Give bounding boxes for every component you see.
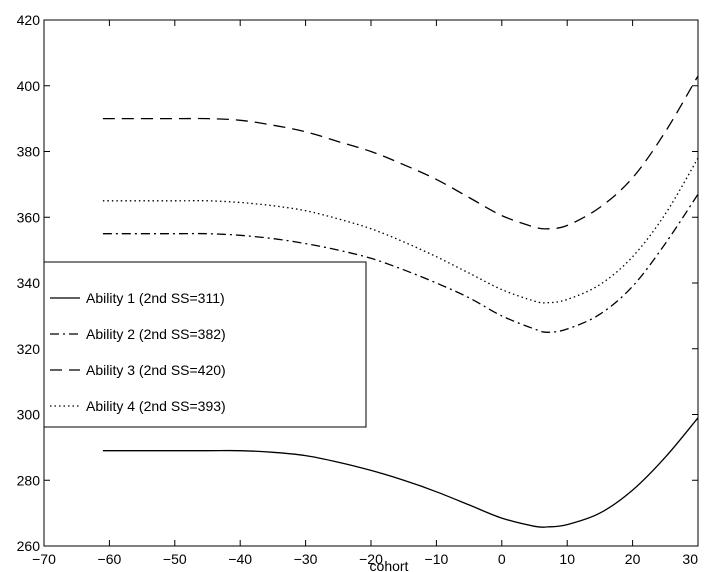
y-tick-label: 380 [17, 144, 41, 160]
x-tick-label: −70 [32, 551, 56, 567]
y-tick-label: 300 [17, 407, 41, 423]
x-axis-label: cohort [370, 558, 409, 572]
legend-label-ability-4: Ability 4 (2nd SS=393) [86, 398, 226, 414]
legend-label-ability-1: Ability 1 (2nd SS=311) [86, 290, 225, 306]
legend-box [43, 261, 367, 428]
x-tick-label: −20 [359, 551, 383, 567]
x-tick-label: −30 [294, 551, 318, 567]
y-tick-label: 400 [17, 78, 41, 94]
y-tick-label: 360 [17, 209, 41, 225]
series-line-ability-3 [102, 75, 699, 230]
series-line-ability-2 [102, 193, 699, 333]
series-lines [102, 75, 699, 528]
legend-label-ability-3: Ability 3 (2nd SS=420) [86, 362, 226, 378]
x-tick-label: 0 [498, 551, 506, 567]
series-line-ability-4 [102, 157, 699, 304]
x-tick-label: 30 [682, 551, 698, 567]
x-tick-label: −40 [228, 551, 252, 567]
x-tick-label: 10 [559, 551, 575, 567]
y-tick-label: 320 [17, 341, 41, 357]
y-tick-labels: 260 280 300 320 340 360 380 400 420 [17, 12, 41, 554]
series-line-ability-1 [102, 417, 699, 528]
x-tick-label: −10 [425, 551, 449, 567]
y-tick-label: 280 [17, 472, 41, 488]
axis-ticks [43, 19, 699, 547]
legend: Ability 1 (2nd SS=311) Ability 2 (2nd SS=… [43, 261, 367, 428]
y-tick-label: 340 [17, 275, 41, 291]
x-tick-label: 20 [625, 551, 641, 567]
y-tick-label: 420 [17, 12, 41, 28]
y-tick-label: 260 [17, 538, 41, 554]
x-tick-label: −50 [163, 551, 187, 567]
legend-label-ability-2: Ability 2 (2nd SS=382) [86, 326, 226, 342]
x-tick-label: −60 [98, 551, 122, 567]
x-tick-labels: −70 −60 −50 −40 −30 −20 −10 0 10 20 30 [32, 551, 698, 567]
